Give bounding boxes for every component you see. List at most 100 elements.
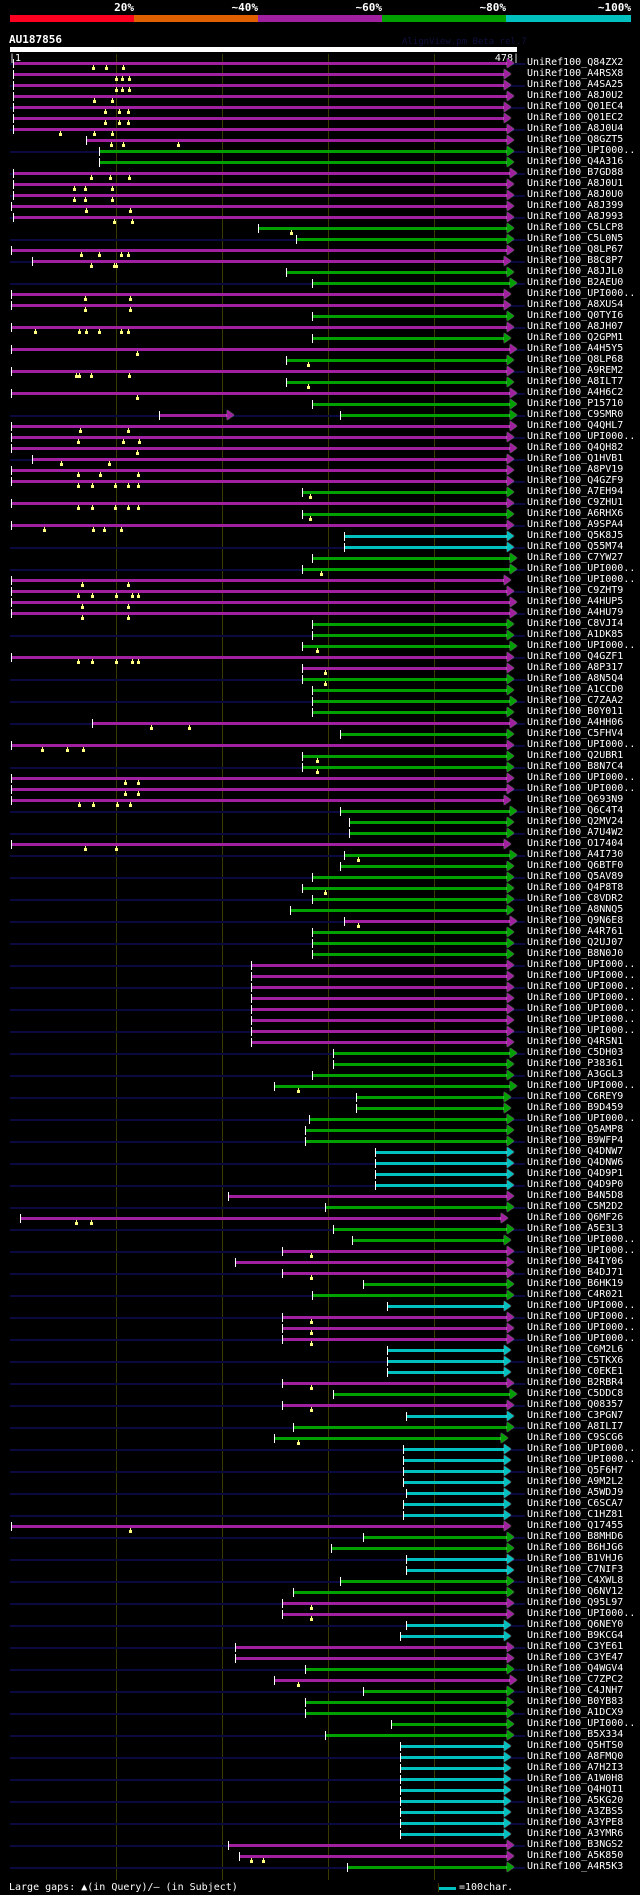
hit-label[interactable]: UniRef100_UPI000..: [527, 970, 636, 981]
hit-label[interactable]: UniRef100_B3NGS2: [527, 1839, 624, 1850]
hit-label[interactable]: UniRef100_UPI000..: [527, 1025, 636, 1036]
hit-label[interactable]: UniRef100_UPI000..: [527, 1718, 636, 1729]
hit-label[interactable]: UniRef100_UPI000..: [527, 1333, 636, 1344]
hit-label[interactable]: UniRef100_Q08357: [527, 1399, 624, 1410]
hit-label[interactable]: UniRef100_A4R761: [527, 926, 624, 937]
hit-label[interactable]: UniRef100_UPI000..: [527, 1608, 636, 1619]
hit-label[interactable]: UniRef100_A5E3L3: [527, 1223, 624, 1234]
hit-label[interactable]: UniRef100_Q4D9P0: [527, 1179, 624, 1190]
hit-label[interactable]: UniRef100_Q6NV12: [527, 1586, 624, 1597]
hit-label[interactable]: UniRef100_A8J0U2: [527, 90, 624, 101]
hit-label[interactable]: UniRef100_A1DK85: [527, 629, 624, 640]
hit-label[interactable]: UniRef100_A5WDJ9: [527, 1487, 624, 1498]
hit-label[interactable]: UniRef100_B7GD88: [527, 167, 624, 178]
hit-label[interactable]: UniRef100_C7ZAA2: [527, 695, 624, 706]
hit-label[interactable]: UniRef100_C3YE61: [527, 1641, 624, 1652]
hit-label[interactable]: UniRef100_B4IY06: [527, 1256, 624, 1267]
hit-label[interactable]: UniRef100_UPI000..: [527, 1003, 636, 1014]
hit-label[interactable]: UniRef100_A5K850: [527, 1850, 624, 1861]
hit-label[interactable]: UniRef100_Q5HTS0: [527, 1740, 624, 1751]
hit-label[interactable]: UniRef100_A8J993: [527, 211, 624, 222]
hit-label[interactable]: UniRef100_Q4HQI1: [527, 1784, 624, 1795]
hit-label[interactable]: UniRef100_A4I730: [527, 849, 624, 860]
hit-label[interactable]: UniRef100_Q01EC4: [527, 101, 624, 112]
hit-label[interactable]: UniRef100_Q2GPM1: [527, 332, 624, 343]
hit-label[interactable]: UniRef100_A4H5Y5: [527, 343, 624, 354]
hit-label[interactable]: UniRef100_B9WFP4: [527, 1135, 624, 1146]
hit-label[interactable]: UniRef100_C0EKE1: [527, 1366, 624, 1377]
hit-label[interactable]: UniRef100_C3YE47: [527, 1652, 624, 1663]
hit-label[interactable]: UniRef100_C9SMR0: [527, 409, 624, 420]
hit-label[interactable]: UniRef100_A7U4W2: [527, 827, 624, 838]
hit-label[interactable]: UniRef100_Q8LP68: [527, 354, 624, 365]
hit-label[interactable]: UniRef100_Q4D9P1: [527, 1168, 624, 1179]
hit-label[interactable]: UniRef100_Q6MF26: [527, 1212, 624, 1223]
hit-label[interactable]: UniRef100_A9REM2: [527, 365, 624, 376]
hit-label[interactable]: UniRef100_UPI000..: [527, 981, 636, 992]
hit-label[interactable]: UniRef100_A1CCD0: [527, 684, 624, 695]
hit-label[interactable]: UniRef100_B4DJ71: [527, 1267, 624, 1278]
hit-label[interactable]: UniRef100_C8VJI4: [527, 618, 624, 629]
hit-label[interactable]: UniRef100_UPI000..: [527, 783, 636, 794]
hit-label[interactable]: UniRef100_A8J0U1: [527, 178, 624, 189]
hit-label[interactable]: UniRef100_A8JJL0: [527, 266, 624, 277]
hit-label[interactable]: UniRef100_Q4QH82: [527, 442, 624, 453]
hit-label[interactable]: UniRef100_Q2MV24: [527, 816, 624, 827]
hit-label[interactable]: UniRef100_C4XWL8: [527, 1575, 624, 1586]
hit-label[interactable]: UniRef100_Q4A316: [527, 156, 624, 167]
hit-label[interactable]: UniRef100_UPI000..: [527, 1300, 636, 1311]
hit-label[interactable]: UniRef100_A6RHX6: [527, 508, 624, 519]
hit-label[interactable]: UniRef100_UPI000..: [527, 1234, 636, 1245]
hit-label[interactable]: UniRef100_B8MHD6: [527, 1531, 624, 1542]
hit-label[interactable]: UniRef100_UPI000..: [527, 1113, 636, 1124]
hit-label[interactable]: UniRef100_Q01EC2: [527, 112, 624, 123]
hit-label[interactable]: UniRef100_A8JH07: [527, 321, 624, 332]
hit-label[interactable]: UniRef100_Q1HVB1: [527, 453, 624, 464]
hit-label[interactable]: UniRef100_Q6BTF0: [527, 860, 624, 871]
hit-label[interactable]: UniRef100_C4R021: [527, 1289, 624, 1300]
hit-label[interactable]: UniRef100_UPI000..: [527, 1454, 636, 1465]
hit-label[interactable]: UniRef100_A8XUS4: [527, 299, 624, 310]
hit-label[interactable]: UniRef100_A8N5Q4: [527, 673, 624, 684]
hit-label[interactable]: UniRef100_A8NNQ5: [527, 904, 624, 915]
hit-label[interactable]: UniRef100_A4HUP5: [527, 596, 624, 607]
hit-label[interactable]: UniRef100_A3GGL3: [527, 1069, 624, 1080]
hit-label[interactable]: UniRef100_A8ILT7: [527, 376, 624, 387]
hit-label[interactable]: UniRef100_B1VHJ6: [527, 1553, 624, 1564]
hit-label[interactable]: UniRef100_Q4QHL7: [527, 420, 624, 431]
hit-label[interactable]: UniRef100_C9ZHU1: [527, 497, 624, 508]
hit-label[interactable]: UniRef100_P15710: [527, 398, 624, 409]
hit-label[interactable]: UniRef100_A8J399: [527, 200, 624, 211]
hit-label[interactable]: UniRef100_UPI000..: [527, 1322, 636, 1333]
hit-label[interactable]: UniRef100_A7H2I3: [527, 1762, 624, 1773]
hit-label[interactable]: UniRef100_C5M2D2: [527, 1201, 624, 1212]
hit-label[interactable]: UniRef100_Q4WGV4: [527, 1663, 624, 1674]
hit-label[interactable]: UniRef100_C6REY9: [527, 1091, 624, 1102]
hit-label[interactable]: UniRef100_UPI000..: [527, 431, 636, 442]
hit-label[interactable]: UniRef100_UPI000..: [527, 145, 636, 156]
hit-label[interactable]: UniRef100_A9SPA4: [527, 519, 624, 530]
hit-label[interactable]: UniRef100_UPI000..: [527, 1443, 636, 1454]
hit-label[interactable]: UniRef100_C5DH03: [527, 1047, 624, 1058]
hit-label[interactable]: UniRef100_A7EH94: [527, 486, 624, 497]
hit-label[interactable]: UniRef100_B0Y011: [527, 706, 624, 717]
hit-label[interactable]: UniRef100_C4JNH7: [527, 1685, 624, 1696]
hit-label[interactable]: UniRef100_UPI000..: [527, 992, 636, 1003]
hit-label[interactable]: UniRef100_Q55M74: [527, 541, 624, 552]
hit-label[interactable]: UniRef100_A4HH06: [527, 717, 624, 728]
hit-label[interactable]: UniRef100_Q95L97: [527, 1597, 624, 1608]
hit-label[interactable]: UniRef100_B9KCG4: [527, 1630, 624, 1641]
hit-label[interactable]: UniRef100_O17404: [527, 838, 624, 849]
hit-label[interactable]: UniRef100_A8PV19: [527, 464, 624, 475]
hit-label[interactable]: UniRef100_C1HZ81: [527, 1509, 624, 1520]
hit-label[interactable]: UniRef100_C9SCG6: [527, 1432, 624, 1443]
hit-label[interactable]: UniRef100_Q9N6E8: [527, 915, 624, 926]
hit-label[interactable]: UniRef100_UPI000..: [527, 1080, 636, 1091]
hit-label[interactable]: UniRef100_P38361: [527, 1058, 624, 1069]
hit-label[interactable]: UniRef100_UPI000..: [527, 1245, 636, 1256]
hit-label[interactable]: UniRef100_Q4GZF1: [527, 651, 624, 662]
hit-label[interactable]: UniRef100_C5TKX6: [527, 1355, 624, 1366]
hit-label[interactable]: UniRef100_Q2UBR1: [527, 750, 624, 761]
hit-label[interactable]: UniRef100_Q5K8J5: [527, 530, 624, 541]
hit-label[interactable]: UniRef100_C5DDC8: [527, 1388, 624, 1399]
